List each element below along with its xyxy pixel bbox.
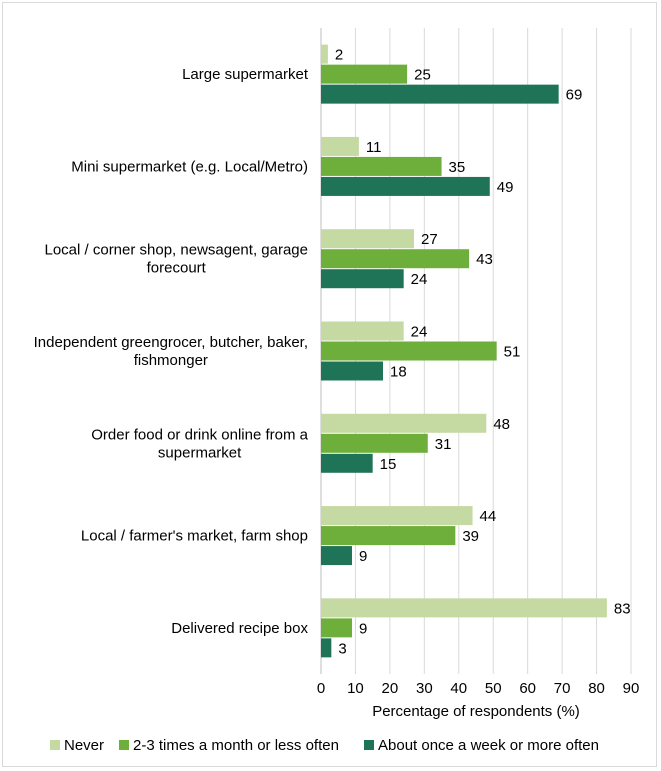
bar xyxy=(321,269,404,289)
bar xyxy=(321,526,456,546)
bar xyxy=(321,598,607,618)
data-label: 69 xyxy=(566,87,583,104)
x-tick-label: 0 xyxy=(317,680,325,697)
data-label: 18 xyxy=(390,364,407,381)
data-label: 83 xyxy=(614,600,631,617)
x-axis-title: Percentage of respondents (%) xyxy=(372,703,580,720)
bar xyxy=(321,618,352,638)
bar xyxy=(321,413,487,433)
category-label: forecourt xyxy=(147,260,207,277)
data-label: 48 xyxy=(493,416,510,433)
x-tick-label: 30 xyxy=(416,680,433,697)
data-label: 3 xyxy=(338,640,346,657)
data-label: 9 xyxy=(359,620,367,637)
data-label: 35 xyxy=(449,159,466,176)
category-label: supermarket xyxy=(158,444,242,461)
legend-swatch xyxy=(119,740,129,750)
x-tick-label: 80 xyxy=(588,680,605,697)
legend-swatch xyxy=(50,740,60,750)
legend-label: 2-3 times a month or less often xyxy=(133,737,339,754)
bar xyxy=(321,546,352,566)
category-label: Local / farmer's market, farm shop xyxy=(81,528,308,545)
bar xyxy=(321,44,328,64)
x-tick-label: 60 xyxy=(519,680,536,697)
category-label: Delivered recipe box xyxy=(171,620,308,637)
data-label: 11 xyxy=(366,139,382,156)
data-label: 9 xyxy=(359,548,367,565)
x-tick-label: 90 xyxy=(623,680,640,697)
x-tick-label: 70 xyxy=(554,680,571,697)
data-label: 15 xyxy=(380,456,397,473)
bar xyxy=(321,249,470,269)
data-label: 51 xyxy=(504,344,521,361)
category-label: Large supermarket xyxy=(182,66,309,83)
data-label: 49 xyxy=(497,179,514,196)
legend-label: Never xyxy=(64,737,104,754)
category-label: fishmonger xyxy=(134,352,208,369)
category-label: Local / corner shop, newsagent, garage xyxy=(44,242,308,259)
bar xyxy=(321,361,383,381)
category-label: Mini supermarket (e.g. Local/Metro) xyxy=(71,158,308,175)
data-label: 39 xyxy=(462,528,479,545)
category-label: Order food or drink online from a xyxy=(91,426,308,443)
data-label: 44 xyxy=(480,508,497,525)
bar xyxy=(321,506,473,526)
data-label: 25 xyxy=(414,67,431,84)
data-label: 31 xyxy=(435,436,452,453)
bar xyxy=(321,156,442,176)
data-label: 27 xyxy=(421,231,438,248)
bar xyxy=(321,136,359,156)
x-tick-label: 50 xyxy=(485,680,502,697)
bar xyxy=(321,64,408,84)
bar xyxy=(321,638,332,658)
x-tick-label: 10 xyxy=(347,680,364,697)
category-label: Independent greengrocer, butcher, baker, xyxy=(34,334,308,351)
legend-label: About once a week or more often xyxy=(378,737,599,754)
x-tick-label: 20 xyxy=(382,680,399,697)
bar xyxy=(321,341,497,361)
bar xyxy=(321,453,373,473)
legend-swatch xyxy=(364,740,374,750)
bar xyxy=(321,433,428,453)
data-label: 43 xyxy=(476,251,493,268)
x-tick-label: 40 xyxy=(450,680,467,697)
data-label: 24 xyxy=(411,271,428,288)
bar xyxy=(321,84,559,104)
bar xyxy=(321,176,490,196)
bar xyxy=(321,321,404,341)
bar xyxy=(321,229,414,249)
data-label: 24 xyxy=(411,324,428,341)
data-label: 2 xyxy=(335,47,343,64)
